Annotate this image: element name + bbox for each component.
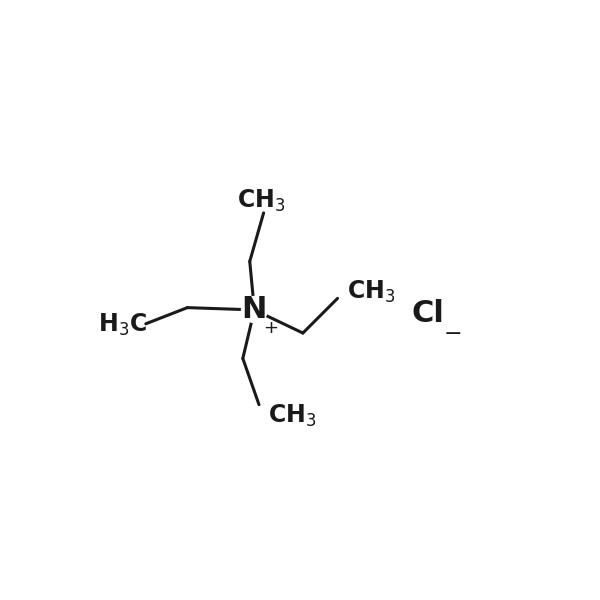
Text: CH$_3$: CH$_3$ — [237, 188, 286, 214]
Text: +: + — [263, 319, 278, 337]
Text: Cl: Cl — [411, 299, 444, 328]
Text: H$_3$C: H$_3$C — [98, 312, 147, 338]
Point — [250, 304, 259, 314]
Text: N: N — [242, 295, 267, 323]
Text: CH$_3$: CH$_3$ — [268, 403, 317, 429]
Text: CH$_3$: CH$_3$ — [347, 278, 395, 305]
Text: −: − — [444, 324, 463, 344]
